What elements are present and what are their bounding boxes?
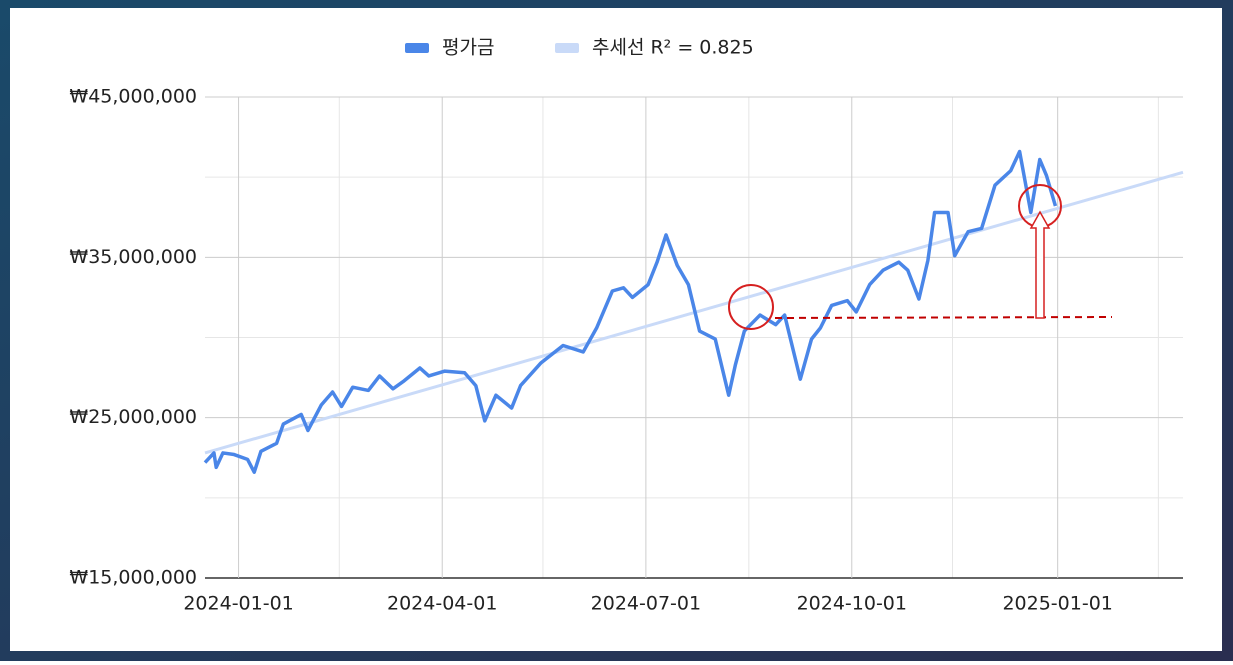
x-tick-label: 2024-07-01	[591, 593, 701, 615]
data-line	[203, 149, 1058, 474]
annotations	[728, 184, 1113, 330]
plot	[203, 149, 1184, 474]
x-tick-label: 2025-01-01	[1002, 593, 1112, 615]
x-tick-label: 2024-01-01	[183, 593, 293, 615]
legend-swatch	[555, 43, 579, 53]
legend-label: 평가금	[442, 37, 494, 59]
legend-label: 추세선 R² = 0.825	[592, 37, 754, 59]
reference-line	[774, 316, 1113, 319]
legend-swatch	[405, 43, 429, 53]
legend: 평가금 추세선 R² = 0.825	[405, 37, 754, 59]
x-tick-label: 2024-04-01	[387, 593, 497, 615]
y-tick-label: ₩15,000,000	[69, 567, 197, 589]
y-tick-label: ₩45,000,000	[69, 86, 197, 108]
highlight-circle	[728, 284, 774, 330]
x-tick-label: 2024-10-01	[797, 593, 907, 615]
arrow	[1029, 210, 1051, 319]
background	[10, 8, 1222, 651]
grid: ₩15,000,000 ₩25,000,000 ₩35,000,000 ₩45,000…	[69, 86, 1183, 615]
y-tick-label: ₩25,000,000	[69, 406, 197, 428]
y-tick-label: ₩35,000,000	[69, 246, 197, 268]
